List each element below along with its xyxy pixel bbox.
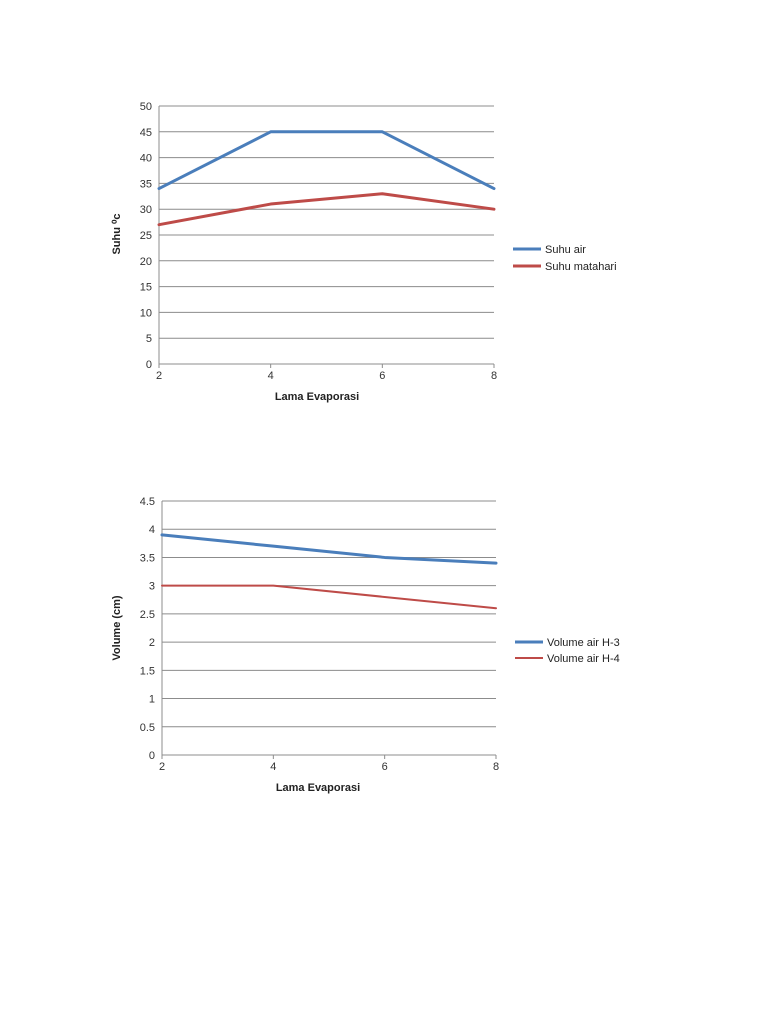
- chart1-y-tick-label: 5: [146, 333, 152, 345]
- chart2-y-tick-label: 3: [149, 581, 155, 593]
- chart1-y-tick-label: 15: [140, 282, 152, 294]
- chart2-y-tick-labels: 0 0.5 1 1.5 2 2.5 3 3.5 4 4.5: [140, 496, 155, 762]
- chart1-x-tick-label: 2: [156, 370, 162, 382]
- chart1-legend-label-suhu-matahari: Suhu matahari: [545, 261, 617, 273]
- chart1-x-tick-label: 8: [491, 370, 497, 382]
- chart1-y-tick-label: 45: [140, 127, 152, 139]
- chart1-series-line-1: [157, 130, 496, 191]
- chart2-y-tick-label: 4.5: [140, 496, 155, 508]
- chart2-y-tick-label: 0.5: [140, 722, 155, 734]
- chart1-y-tick-label: 40: [140, 153, 152, 165]
- chart1-legend: Suhu air Suhu matahari: [513, 244, 617, 273]
- chart1-y-tick-label: 25: [140, 230, 152, 242]
- chart2-legend-label-volume-h3: Volume air H-3: [547, 637, 620, 649]
- chart1-y-tick-label: 35: [140, 178, 152, 190]
- chart1-y-tick-label: 0: [146, 359, 152, 371]
- chart2-x-axis-title: Lama Evaporasi: [276, 782, 360, 794]
- chart1-x-axis-title: Lama Evaporasi: [275, 391, 359, 403]
- chart2-series: [160, 533, 498, 610]
- chart1-y-tick-label: 50: [140, 101, 152, 113]
- chart1-gridlines: [158, 105, 495, 368]
- chart2-y-tick-label: 1.5: [140, 665, 155, 677]
- chart2-gridlines: [161, 500, 497, 759]
- chart2-y-tick-label: 2.5: [140, 609, 155, 621]
- chart2-x-tick-labels: 2 4 6 8: [159, 761, 499, 773]
- chart1-x-tick-label: 4: [268, 370, 274, 382]
- chart2-x-tick-label: 2: [159, 761, 165, 773]
- chart2-y-axis-title: Volume (cm): [111, 595, 123, 661]
- chart2-legend-label-volume-h4: Volume air H-4: [547, 653, 620, 665]
- chart2-x-tick-label: 4: [270, 761, 276, 773]
- chart2-y-tick-label: 3.5: [140, 552, 155, 564]
- chart2-y-tick-label: 0: [149, 750, 155, 762]
- chart2-y-tick-label: 2: [149, 637, 155, 649]
- chart2-x-tick-label: 8: [493, 761, 499, 773]
- chart1-series-line-2: [157, 192, 496, 227]
- chart1-y-tick-label: 30: [140, 204, 152, 216]
- chart2-series-line-1: [160, 533, 498, 565]
- chart1-x-tick-labels: 2 4 6 8: [156, 370, 497, 382]
- chart2-legend: Volume air H-3 Volume air H-4: [515, 637, 620, 665]
- chart1-legend-label-suhu-air: Suhu air: [545, 244, 586, 256]
- chart1-x-tick-label: 6: [379, 370, 385, 382]
- chart2-y-tick-label: 4: [149, 524, 155, 536]
- chart1-y-tick-label: 10: [140, 307, 152, 319]
- chart2-series-line-2: [161, 584, 497, 610]
- volume-line-chart: 0 0.5 1 1.5 2 2.5 3 3.5 4 4.5 2 4 6 8 Lama Evaporasi…: [111, 496, 620, 794]
- chart1-y-tick-labels: 0 5 10 15 20 25 30 35 40 45 50: [140, 101, 152, 371]
- chart2-y-tick-label: 1: [149, 694, 155, 706]
- chart1-series: [157, 130, 496, 227]
- temperature-line-chart: 0 5 10 15 20 25 30 35 40 45 50 2 4 6 8 Lama Evaporasi…: [111, 101, 617, 403]
- chart1-y-axis-title: Suhu ⁰c: [111, 213, 123, 254]
- chart1-y-tick-label: 20: [140, 256, 152, 268]
- chart2-x-tick-label: 6: [382, 761, 388, 773]
